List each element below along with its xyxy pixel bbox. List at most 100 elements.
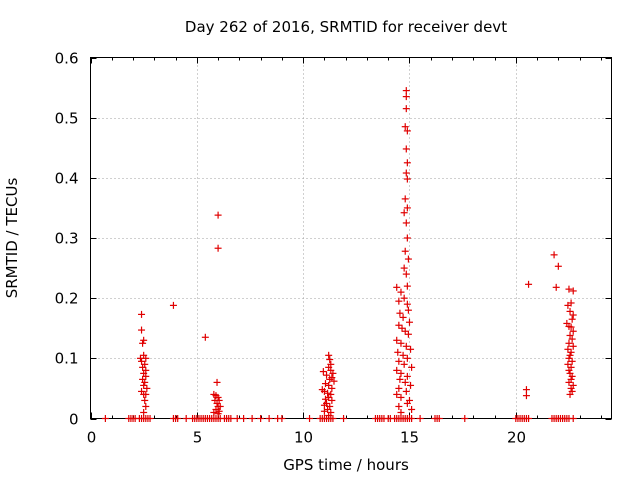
data-point: [214, 244, 222, 252]
data-point: [565, 354, 573, 362]
data-point: [323, 371, 331, 379]
data-point: [403, 282, 411, 290]
grid-lines: [90, 57, 612, 419]
data-point: [213, 399, 221, 407]
data-point: [550, 251, 558, 259]
data-point: [402, 93, 410, 101]
data-point: [567, 384, 575, 392]
data-point: [569, 327, 577, 335]
data-point: [403, 399, 411, 407]
data-point: [146, 415, 154, 422]
y-axis-label: SRMTID / TECUs: [3, 178, 21, 299]
data-point: [328, 396, 336, 404]
data-point: [328, 384, 336, 392]
data-point: [525, 415, 533, 422]
data-point: [182, 415, 190, 422]
data-point: [399, 313, 407, 321]
data-point: [397, 339, 405, 347]
data-point: [400, 264, 408, 272]
y-tick-label: 0.4: [55, 170, 79, 188]
data-point: [401, 195, 409, 203]
data-point: [407, 381, 415, 389]
data-point: [564, 301, 572, 309]
data-point: [402, 145, 410, 153]
data-point: [141, 378, 149, 386]
data-point: [142, 372, 150, 380]
data-point: [404, 306, 412, 314]
data-point: [408, 405, 416, 413]
data-point: [321, 395, 329, 403]
data-point: [402, 342, 410, 350]
data-point: [408, 415, 416, 422]
data-point: [401, 327, 409, 335]
data-point: [340, 415, 348, 422]
plot-frame: [90, 57, 612, 419]
data-point: [403, 300, 411, 308]
data-point: [401, 123, 409, 131]
data-point: [395, 321, 403, 329]
data-point: [393, 336, 401, 344]
data-point: [330, 377, 338, 385]
data-point: [325, 411, 333, 419]
data-point: [397, 408, 405, 416]
data-point: [568, 315, 576, 323]
data-point: [169, 301, 177, 309]
data-point: [395, 384, 403, 392]
data-point: [401, 247, 409, 255]
axis-tick-labels: 0 5 10 15 20 0 0.1 0.2 0.3 0.4 0.5 0.6: [55, 50, 526, 447]
data-point: [522, 386, 530, 394]
data-point: [402, 169, 410, 177]
data-point: [568, 335, 576, 343]
data-point: [565, 285, 573, 293]
data-point: [140, 408, 148, 416]
y-tick-label: 0: [69, 411, 79, 429]
data-point: [565, 378, 573, 386]
data-point: [201, 333, 209, 341]
data-point: [142, 354, 150, 362]
data-point: [321, 380, 329, 388]
data-point: [240, 415, 248, 422]
data-point: [402, 105, 410, 113]
data-point: [138, 310, 146, 318]
data-point: [407, 345, 415, 353]
data-point: [257, 415, 265, 422]
y-tick-label: 0.2: [55, 290, 79, 308]
x-tick-label: 0: [87, 429, 97, 447]
data-point: [552, 283, 560, 291]
y-tick-label: 0.6: [55, 50, 79, 68]
data-point: [565, 339, 573, 347]
data-point: [139, 339, 147, 347]
data-point: [142, 390, 150, 398]
data-point: [569, 287, 577, 295]
data-point: [138, 326, 146, 334]
data-point: [569, 311, 577, 319]
data-point: [214, 211, 222, 219]
data-point: [567, 323, 575, 331]
data-point: [394, 348, 402, 356]
data-point: [568, 372, 576, 380]
data-point: [566, 331, 574, 339]
data-point: [395, 357, 403, 365]
data-point: [402, 219, 410, 227]
data-point: [396, 309, 404, 317]
data-point: [404, 330, 412, 338]
data-point: [399, 351, 407, 359]
data-point: [101, 415, 109, 422]
data-point: [554, 262, 562, 270]
data-point: [174, 415, 182, 422]
data-point: [326, 356, 334, 364]
data-point: [143, 384, 151, 392]
data-point: [403, 175, 411, 183]
data-point: [227, 415, 235, 422]
data-point: [140, 381, 148, 389]
data-point: [393, 366, 401, 374]
data-point: [565, 366, 573, 374]
data-point: [461, 415, 469, 422]
data-point: [397, 288, 405, 296]
data-point: [397, 393, 405, 401]
data-point: [393, 390, 401, 398]
data-point: [320, 407, 328, 415]
data-points: [101, 87, 577, 422]
data-point: [400, 209, 408, 217]
data-point: [416, 415, 424, 422]
